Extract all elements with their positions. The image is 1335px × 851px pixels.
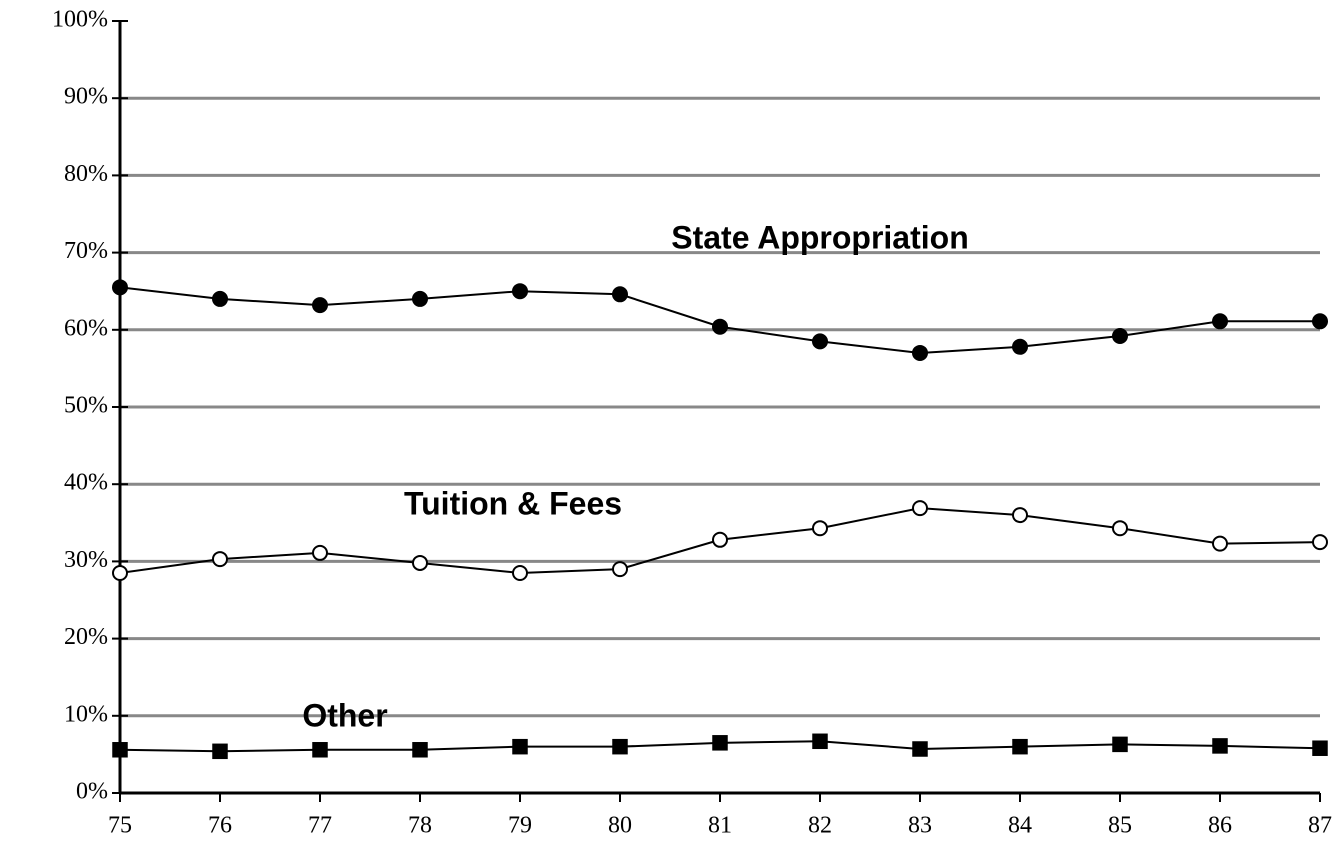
series-label: Tuition & Fees: [404, 485, 622, 521]
marker: [1312, 534, 1328, 551]
x-tick-label: 75: [108, 813, 132, 839]
marker: [912, 741, 928, 757]
y-tick-label: 40%: [64, 470, 108, 496]
marker: [612, 561, 628, 578]
marker: [512, 564, 528, 581]
x-tick-label: 80: [608, 813, 632, 839]
marker: [1212, 535, 1228, 552]
marker: [912, 500, 928, 517]
marker: [1112, 736, 1128, 753]
y-tick-label: 90%: [64, 84, 108, 110]
marker: [212, 290, 228, 307]
marker: [1012, 507, 1028, 524]
x-tick-label: 79: [508, 813, 532, 839]
marker: [812, 733, 828, 750]
y-tick-label: 80%: [64, 161, 108, 187]
marker: [112, 564, 128, 581]
y-tick-label: 100%: [52, 7, 108, 33]
marker: [112, 742, 128, 758]
marker: [712, 318, 728, 335]
marker: [512, 283, 528, 300]
y-tick-label: 0%: [76, 779, 108, 805]
x-tick-label: 85: [1108, 813, 1132, 839]
marker: [1212, 738, 1228, 754]
marker: [812, 520, 828, 537]
marker: [312, 297, 328, 314]
y-tick-label: 60%: [64, 315, 108, 341]
marker: [412, 554, 428, 571]
marker: [212, 743, 228, 760]
marker: [612, 738, 628, 755]
x-tick-label: 84: [1008, 813, 1032, 839]
marker: [1312, 740, 1328, 756]
marker: [312, 544, 328, 561]
x-tick-label: 76: [208, 813, 232, 839]
x-tick-label: 87: [1308, 813, 1332, 839]
marker: [212, 551, 228, 568]
y-tick-label: 10%: [64, 701, 108, 727]
marker: [1112, 520, 1128, 537]
marker: [912, 344, 928, 361]
marker: [712, 531, 728, 548]
series-label: State Appropriation: [671, 219, 968, 255]
marker: [1112, 327, 1128, 344]
y-tick-label: 50%: [64, 393, 108, 419]
marker: [112, 279, 128, 296]
marker: [1012, 738, 1028, 755]
x-tick-label: 78: [408, 813, 432, 839]
x-tick-label: 86: [1208, 813, 1232, 839]
marker: [812, 333, 828, 350]
marker: [1312, 313, 1328, 330]
x-tick-label: 82: [808, 813, 832, 839]
y-tick-label: 30%: [64, 547, 108, 573]
marker: [612, 286, 628, 303]
y-tick-label: 70%: [64, 238, 108, 264]
marker: [312, 742, 328, 758]
marker: [1212, 313, 1228, 330]
x-tick-label: 81: [708, 813, 732, 839]
x-tick-label: 83: [908, 813, 932, 839]
y-tick-label: 20%: [64, 624, 108, 650]
marker: [1012, 338, 1028, 355]
marker: [412, 742, 428, 758]
marker: [712, 735, 728, 751]
marker: [512, 738, 528, 755]
x-tick-label: 77: [308, 813, 332, 839]
series-label: Other: [302, 697, 387, 733]
marker: [412, 290, 428, 307]
